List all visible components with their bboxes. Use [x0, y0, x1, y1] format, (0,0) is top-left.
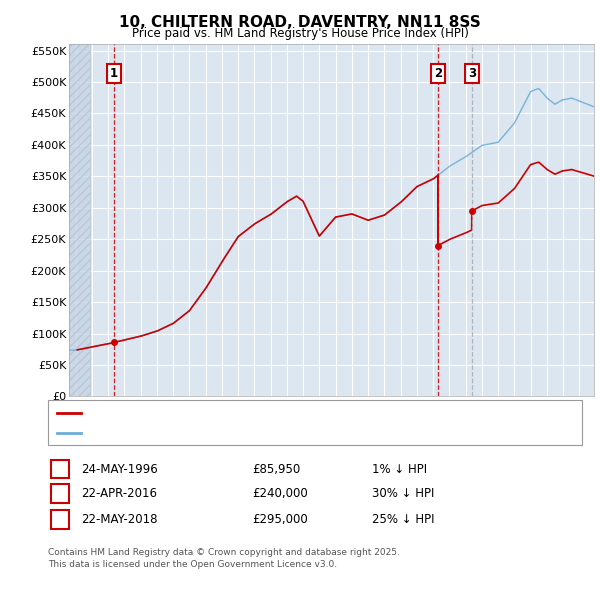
Text: 3: 3	[56, 513, 64, 526]
Text: £85,950: £85,950	[252, 463, 300, 476]
Text: 1% ↓ HPI: 1% ↓ HPI	[372, 463, 427, 476]
Text: HPI: Average price, detached house, West Northamptonshire: HPI: Average price, detached house, West…	[86, 428, 403, 438]
Text: 22-MAY-2018: 22-MAY-2018	[81, 513, 157, 526]
Text: Price paid vs. HM Land Registry's House Price Index (HPI): Price paid vs. HM Land Registry's House …	[131, 27, 469, 40]
Text: 2: 2	[56, 487, 64, 500]
Text: 1: 1	[56, 463, 64, 476]
Text: £295,000: £295,000	[252, 513, 308, 526]
Text: 10, CHILTERN ROAD, DAVENTRY, NN11 8SS (detached house): 10, CHILTERN ROAD, DAVENTRY, NN11 8SS (d…	[86, 408, 404, 418]
Text: 10, CHILTERN ROAD, DAVENTRY, NN11 8SS: 10, CHILTERN ROAD, DAVENTRY, NN11 8SS	[119, 15, 481, 30]
Text: 22-APR-2016: 22-APR-2016	[81, 487, 157, 500]
Text: 2: 2	[434, 67, 442, 80]
Text: 30% ↓ HPI: 30% ↓ HPI	[372, 487, 434, 500]
Text: £240,000: £240,000	[252, 487, 308, 500]
Text: Contains HM Land Registry data © Crown copyright and database right 2025.
This d: Contains HM Land Registry data © Crown c…	[48, 548, 400, 569]
Text: 25% ↓ HPI: 25% ↓ HPI	[372, 513, 434, 526]
Text: 3: 3	[468, 67, 476, 80]
Text: 1: 1	[110, 67, 118, 80]
Text: 24-MAY-1996: 24-MAY-1996	[81, 463, 158, 476]
